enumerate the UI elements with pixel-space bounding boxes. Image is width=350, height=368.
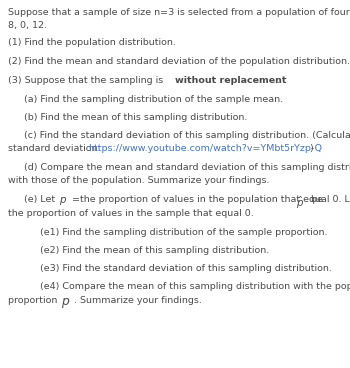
Text: (3) Suppose that the sampling is: (3) Suppose that the sampling is — [8, 76, 166, 85]
Text: without replacement: without replacement — [175, 76, 287, 85]
Text: =the proportion of values in the population that equal 0. Let: =the proportion of values in the populat… — [69, 195, 350, 204]
Text: standard deviation:: standard deviation: — [8, 144, 104, 153]
Text: (e2) Find the mean of this sampling distribution.: (e2) Find the mean of this sampling dist… — [40, 246, 269, 255]
Text: (a) Find the sampling distribution of the sample mean.: (a) Find the sampling distribution of th… — [24, 95, 283, 104]
Text: ): ) — [309, 144, 313, 153]
Text: with those of the population. Summarize your findings.: with those of the population. Summarize … — [8, 176, 270, 185]
Text: .: . — [277, 76, 280, 85]
Text: proportion: proportion — [8, 296, 60, 305]
Text: https://www.youtube.com/watch?v=YMbt5rYzp-Q: https://www.youtube.com/watch?v=YMbt5rYz… — [88, 144, 322, 153]
Text: (b) Find the mean of this sampling distribution.: (b) Find the mean of this sampling distr… — [24, 113, 247, 122]
Text: (e3) Find the standard deviation of this sampling distribution.: (e3) Find the standard deviation of this… — [40, 264, 332, 273]
Text: $\mathbf{\mathit{p}}$: $\mathbf{\mathit{p}}$ — [61, 296, 70, 310]
Text: (e4) Compare the mean of this sampling distribution with the population: (e4) Compare the mean of this sampling d… — [40, 282, 350, 291]
Text: Suppose that a sample of size n=3 is selected from a population of four value 4,: Suppose that a sample of size n=3 is sel… — [8, 8, 350, 17]
Text: $\hat{p}$: $\hat{p}$ — [296, 195, 304, 211]
Text: (2) Find the mean and standard deviation of the population distribution.: (2) Find the mean and standard deviation… — [8, 57, 350, 66]
Text: (c) Find the standard deviation of this sampling distribution. (Calculate: (c) Find the standard deviation of this … — [24, 131, 350, 140]
Text: . Summarize your findings.: . Summarize your findings. — [74, 296, 202, 305]
Text: 8, 0, 12.: 8, 0, 12. — [8, 21, 47, 30]
Text: the proportion of values in the sample that equal 0.: the proportion of values in the sample t… — [8, 209, 254, 218]
Text: (d) Compare the mean and standard deviation of this sampling distribution: (d) Compare the mean and standard deviat… — [24, 163, 350, 172]
Text: (e1) Find the sampling distribution of the sample proportion.: (e1) Find the sampling distribution of t… — [40, 228, 328, 237]
Text: $\mathbf{\mathit{p}}$: $\mathbf{\mathit{p}}$ — [59, 195, 67, 207]
Text: (e) Let: (e) Let — [24, 195, 55, 204]
Text: (1) Find the population distribution.: (1) Find the population distribution. — [8, 38, 176, 47]
Text: be: be — [308, 195, 323, 204]
